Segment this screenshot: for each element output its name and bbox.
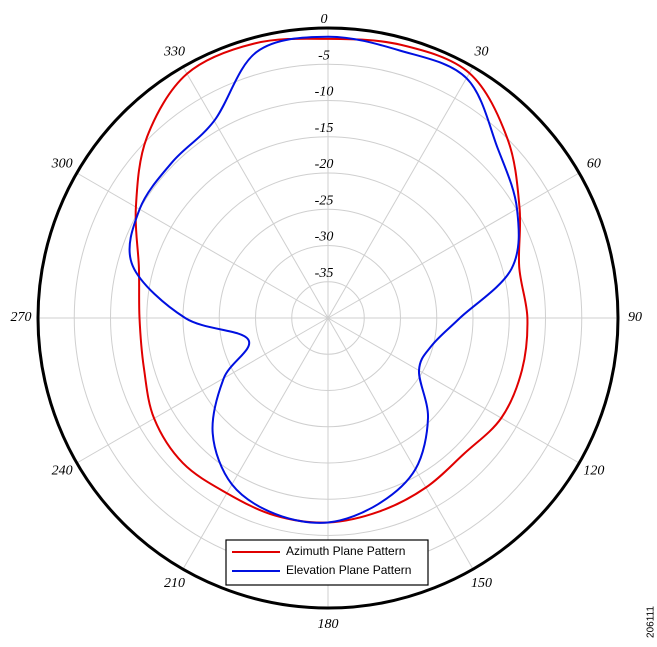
plot-area	[128, 35, 529, 524]
angle-label: 270	[11, 310, 32, 325]
grid-spoke	[76, 317, 329, 464]
figure-id: 206111	[646, 606, 657, 638]
outer-circle	[36, 26, 620, 610]
labels: 0 -5 -10 -15 -20 -25 -30 -35 30 60 90 120 150 180 210 2…	[11, 12, 643, 632]
grid-spoke	[182, 317, 329, 570]
grid-spoke	[327, 66, 474, 319]
r-tick-label: -20	[315, 157, 334, 172]
angle-label: 180	[318, 617, 339, 632]
series-line	[128, 35, 520, 524]
grid-spoke	[182, 66, 329, 319]
grid-spoke	[327, 172, 580, 319]
angle-label: 210	[164, 576, 185, 591]
grid-spoke	[327, 317, 580, 464]
angle-label: 120	[583, 464, 604, 479]
angle-label: 60	[587, 157, 601, 172]
grid-spoke	[76, 172, 329, 319]
angle-label: 240	[52, 464, 73, 479]
r-tick-label: -10	[315, 85, 334, 100]
angle-label: 30	[474, 44, 489, 59]
r-tick-label: -30	[315, 230, 334, 245]
legend-label: Elevation Plane Pattern	[286, 563, 411, 577]
legend-box	[225, 539, 429, 586]
r-tick-label: -5	[318, 48, 330, 63]
r-tick-label: -25	[315, 193, 334, 208]
grid-spoke	[327, 317, 474, 570]
r-tick-label: -35	[315, 266, 334, 281]
r-tick-label: -15	[315, 121, 334, 136]
angle-label: 150	[471, 576, 492, 591]
legend-label: Azimuth Plane Pattern	[286, 544, 405, 558]
grid	[37, 27, 619, 609]
angle-label: 330	[163, 44, 185, 59]
legend: Azimuth Plane Pattern Elevation Plane Pat…	[225, 539, 429, 586]
angle-label: 90	[628, 310, 642, 325]
r-tick-label: 0	[321, 12, 328, 27]
angle-label: 300	[51, 157, 73, 172]
